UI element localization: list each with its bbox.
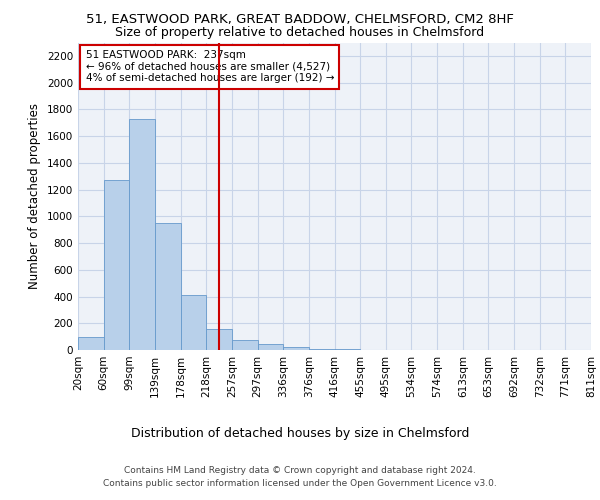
- Bar: [309, 348, 335, 350]
- Bar: [104, 180, 130, 350]
- Bar: [181, 294, 206, 350]
- Text: Contains HM Land Registry data © Crown copyright and database right 2024.
Contai: Contains HM Land Registry data © Crown c…: [103, 466, 497, 487]
- Bar: [130, 118, 155, 350]
- Text: Distribution of detached houses by size in Chelmsford: Distribution of detached houses by size …: [131, 428, 469, 440]
- Bar: [155, 223, 181, 350]
- Y-axis label: Number of detached properties: Number of detached properties: [28, 104, 41, 289]
- Text: Size of property relative to detached houses in Chelmsford: Size of property relative to detached ho…: [115, 26, 485, 39]
- Bar: [257, 344, 283, 350]
- Bar: [206, 330, 232, 350]
- Bar: [283, 346, 309, 350]
- Text: 51, EASTWOOD PARK, GREAT BADDOW, CHELMSFORD, CM2 8HF: 51, EASTWOOD PARK, GREAT BADDOW, CHELMSF…: [86, 12, 514, 26]
- Text: 51 EASTWOOD PARK:  237sqm
← 96% of detached houses are smaller (4,527)
4% of sem: 51 EASTWOOD PARK: 237sqm ← 96% of detach…: [86, 50, 334, 84]
- Bar: [78, 336, 104, 350]
- Bar: [232, 340, 257, 350]
